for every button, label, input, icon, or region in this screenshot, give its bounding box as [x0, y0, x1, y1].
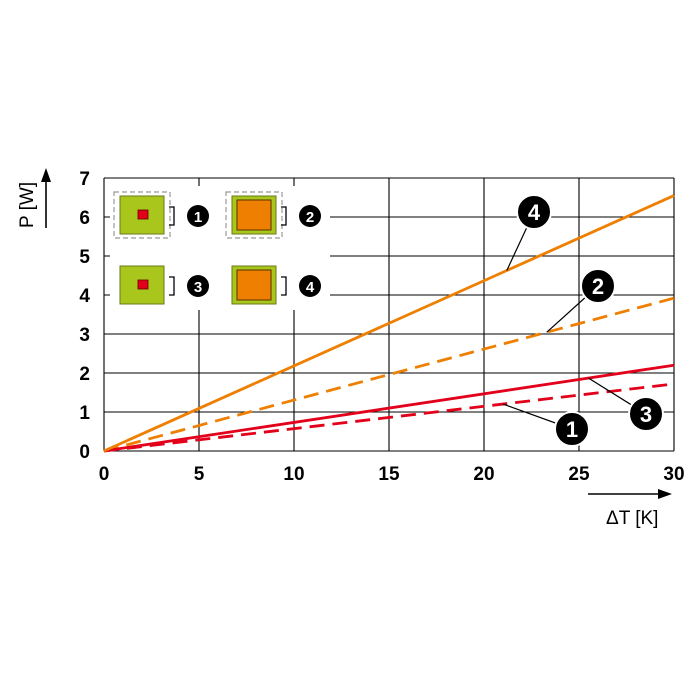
- x-tick-label: 10: [283, 464, 304, 485]
- legend-inner: [137, 209, 149, 220]
- callout-badge: [580, 268, 616, 304]
- legend-number-badge: [299, 275, 321, 297]
- y-axis-label: P [W]: [17, 182, 38, 228]
- legend-inner: [236, 199, 272, 231]
- legend-bracket: [281, 206, 287, 226]
- legend-bracket: [281, 276, 287, 296]
- legend-item-2: 2: [225, 191, 321, 239]
- legend-number: 4: [306, 279, 315, 296]
- x-axis-label-group: ΔT [K]: [588, 489, 672, 529]
- y-axis-arrow-head: [41, 168, 51, 182]
- callout-number: 2: [592, 274, 604, 299]
- legend-outline: [225, 191, 283, 239]
- legend-number: 1: [194, 209, 202, 226]
- x-tick-label: 20: [473, 464, 494, 485]
- legend-number: 3: [194, 279, 202, 296]
- series-lines: [103, 194, 675, 453]
- x-tick-label: 30: [663, 464, 684, 485]
- x-tick-label: 25: [568, 464, 590, 485]
- y-tick-label: 6: [79, 208, 90, 229]
- y-tick-label: 0: [79, 442, 90, 463]
- callout-number: 3: [640, 402, 652, 427]
- legend-inner: [236, 269, 272, 301]
- callout-1: 1: [502, 403, 590, 447]
- legend-number: 2: [306, 209, 314, 226]
- callouts: 4 2 3 1: [502, 194, 664, 447]
- legend-bracket: [169, 206, 175, 226]
- y-tick-label: 2: [79, 364, 90, 385]
- y-tick-label: 1: [79, 403, 90, 424]
- callout-4: 4: [506, 194, 552, 271]
- callout-badge: [628, 396, 664, 432]
- x-axis-label: ΔT [K]: [606, 508, 658, 529]
- legend-item-1: 1: [113, 191, 209, 239]
- y-tick-label: 4: [79, 286, 90, 307]
- callout-3: 3: [588, 377, 664, 432]
- legend: 1 2 3 4: [110, 186, 330, 310]
- legend-item-4: 4: [231, 265, 321, 305]
- callout-badge: [554, 411, 590, 447]
- y-tick-label: 5: [79, 247, 90, 268]
- series-line-2: [103, 296, 675, 453]
- y-tick-label: 7: [79, 169, 90, 190]
- callout-badge: [516, 194, 552, 230]
- series-line-3: [103, 363, 675, 453]
- legend-inner: [137, 279, 149, 290]
- legend-bracket: [169, 276, 175, 296]
- callout-2: 2: [546, 268, 616, 333]
- tick-labels: 0 5 10 15 20 25 30 0 1 2 3 4 5 6 7: [79, 169, 684, 485]
- x-tick-label: 0: [99, 464, 110, 485]
- series-line-4: [103, 194, 675, 453]
- legend-item-3: 3: [119, 265, 209, 305]
- x-axis-arrow-head: [658, 489, 672, 499]
- legend-number-badge: [187, 275, 209, 297]
- legend-outline: [113, 191, 171, 239]
- y-tick-label: 3: [79, 325, 90, 346]
- y-axis-label-group: P [W]: [17, 168, 51, 228]
- callout-number: 4: [528, 200, 541, 225]
- x-tick-label: 15: [378, 464, 400, 485]
- x-tick-label: 5: [194, 464, 205, 485]
- series-line-1: [103, 382, 675, 453]
- legend-number-badge: [299, 205, 321, 227]
- callout-number: 1: [566, 417, 578, 442]
- legend-number-badge: [187, 205, 209, 227]
